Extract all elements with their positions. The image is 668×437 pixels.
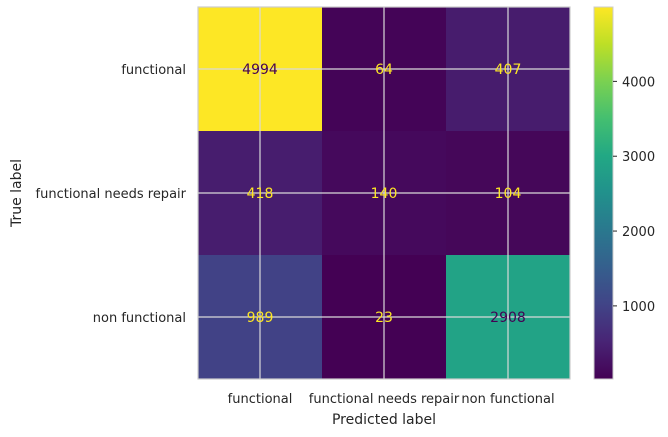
y-tick-label: non functional xyxy=(93,311,186,326)
y-tick-labels: functional functional needs repair non fun… xyxy=(36,63,187,326)
cell-value-label: 4994 xyxy=(242,62,278,78)
cell-value-label: 989 xyxy=(247,310,274,326)
x-tick-labels: functional functional needs repair non fun… xyxy=(228,392,555,407)
colorbar-tick-label: 4000 xyxy=(622,75,655,90)
cell-value-label: 407 xyxy=(495,62,522,78)
x-axis-label: Predicted label xyxy=(332,412,436,428)
colorbar-tick-label: 3000 xyxy=(622,150,655,165)
colorbar xyxy=(593,6,614,380)
colorbar-tick-label: 2000 xyxy=(622,225,655,240)
gridlines xyxy=(198,7,570,379)
cell-value-label: 64 xyxy=(375,62,393,78)
cell-value-labels: 4994 64 407 418 140 104 989 23 2908 xyxy=(242,62,526,326)
x-tick-label: functional needs repair xyxy=(309,392,460,407)
y-tick-label: functional needs repair xyxy=(36,187,187,202)
cell-value-label: 140 xyxy=(371,186,398,202)
y-tick-label: functional xyxy=(121,63,186,78)
x-tick-label: functional xyxy=(228,392,293,407)
cell-value-label: 23 xyxy=(375,310,393,326)
y-axis-label: True label xyxy=(9,159,25,228)
cell-value-label: 2908 xyxy=(490,310,526,326)
colorbar-ticks: 1000 2000 3000 4000 xyxy=(613,75,655,315)
colorbar-tick-label: 1000 xyxy=(622,300,655,315)
x-tick-label: non functional xyxy=(461,392,554,407)
plot-frame xyxy=(197,6,571,380)
cell-value-label: 104 xyxy=(495,186,522,202)
cell-value-label: 418 xyxy=(247,186,274,202)
